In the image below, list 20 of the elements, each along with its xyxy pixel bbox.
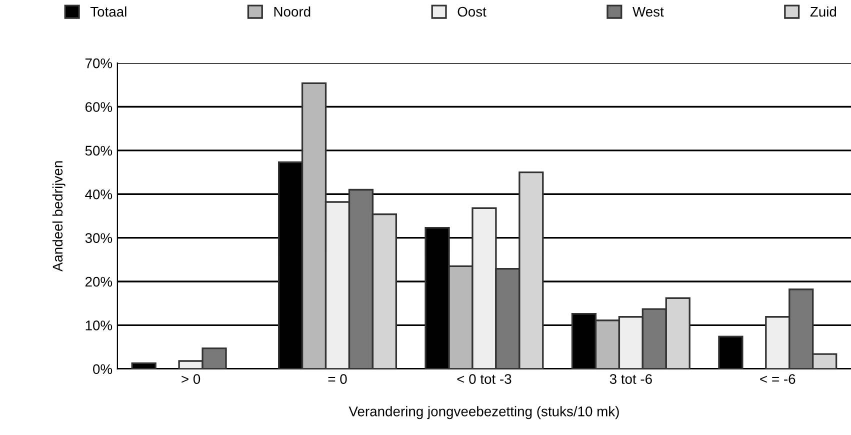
y-tick-label: 60% bbox=[85, 102, 112, 112]
y-tick-label: 0% bbox=[93, 364, 112, 374]
x-tick-label: < = -6 bbox=[760, 374, 796, 384]
x-tick-label: > 0 bbox=[182, 374, 200, 384]
legend-label: Oost bbox=[458, 6, 486, 17]
y-tick-label: 50% bbox=[85, 146, 112, 156]
y-axis-title: Aandeel bedrijven bbox=[52, 161, 66, 272]
x-axis-title: Verandering jongveebezetting (stuks/10 mk) bbox=[348, 406, 619, 420]
y-tick-label: 40% bbox=[85, 189, 112, 200]
y-tick-label: 30% bbox=[85, 233, 112, 243]
legend-label: Totaal bbox=[90, 6, 126, 17]
legend-label: West bbox=[632, 6, 664, 17]
y-tick-label: 70% bbox=[85, 58, 112, 68]
y-tick-label: 10% bbox=[86, 320, 112, 330]
y-tick-label: 20% bbox=[85, 276, 112, 287]
x-tick-label: < 0 tot -3 bbox=[457, 374, 512, 384]
x-tick-label: = 0 bbox=[328, 374, 347, 384]
legend-label: Noord bbox=[274, 6, 310, 17]
x-tick-label: 3 tot -6 bbox=[610, 374, 652, 384]
legend-label: Zuid bbox=[810, 6, 836, 17]
